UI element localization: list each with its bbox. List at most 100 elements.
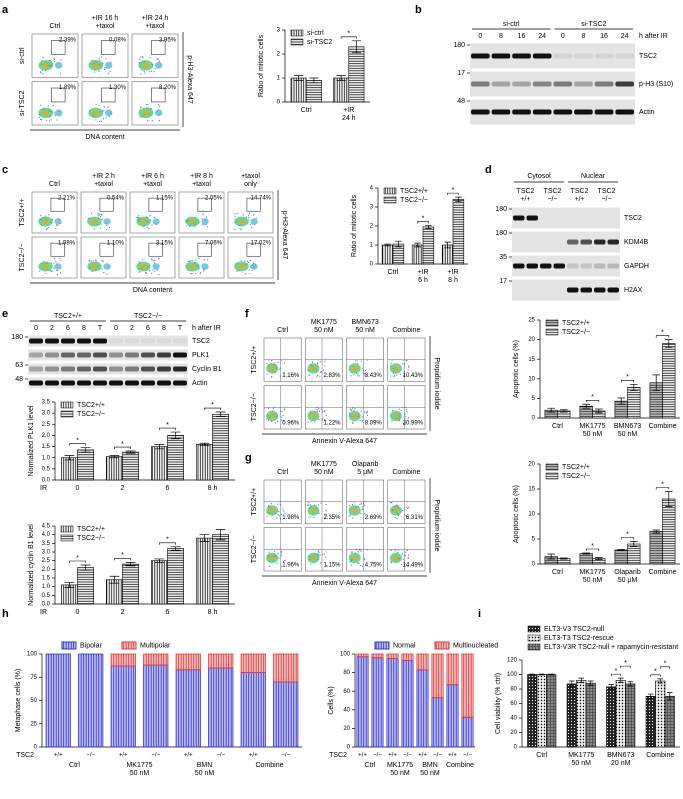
event-dot [398,408,400,410]
event-dot [253,214,255,216]
event-dot [60,259,62,261]
event-dot [45,228,48,230]
bar-segment [431,697,444,748]
mw-label: 35 [499,254,507,261]
bar [649,531,663,565]
event-dot [48,226,50,229]
plot-frame [227,236,274,279]
y-tick-label: 0 [34,745,38,751]
event-dot [282,508,284,510]
band [141,380,155,386]
event-dot [270,503,273,505]
density [143,110,149,115]
x-tick-label: 50 nM [618,431,638,438]
bar-label: −/− [281,753,290,759]
gate-percent: 2.83% [323,373,341,379]
error-bar [665,491,673,507]
band [77,366,91,372]
x-tick-label: 2 [121,609,125,616]
event-dot [307,501,310,503]
band [607,263,619,269]
x-tick-label: 6 h [418,277,428,284]
event-dot [56,269,59,272]
event-dot [40,72,42,74]
x-tick-label: 6 [166,485,170,492]
legend-swatch [60,525,74,533]
event-dot [199,272,202,274]
band [471,53,490,59]
event-dot [93,71,95,73]
band [567,263,579,269]
density [250,263,258,270]
subgroup-label: −/− [601,196,611,203]
event-dot [154,259,156,262]
event-dot [317,550,319,552]
density [393,413,399,419]
mw-label: 63 [15,362,23,369]
gate [264,385,302,429]
group-label: Combine [255,762,283,769]
event-dot [364,513,366,515]
event-dot [95,103,97,106]
flow-plot [387,337,426,382]
error-bar [548,673,555,676]
event-dot [349,505,351,507]
band [527,288,539,293]
event-dot [98,104,100,107]
gate [51,40,66,55]
x-tick-label: MK1775 [579,423,605,430]
event-dot [366,410,368,413]
event-dot [323,553,325,555]
event-dot [188,260,191,262]
gate-percent: 7.06% [205,241,223,247]
bar [615,679,626,748]
significance: * [76,438,79,445]
event-dot [49,270,51,272]
lane-label: 0 [561,33,565,40]
y-tick-label: 40 [510,716,517,722]
band [513,263,525,269]
significance-bracket [655,335,670,338]
event-dot [284,362,286,364]
bar [151,560,168,605]
event-dot [157,58,159,60]
flow-plot [227,236,274,279]
event-dot [360,410,362,412]
row-label: TSC2−/− [251,393,258,421]
bar-label: −/− [433,753,442,759]
density [55,61,63,69]
event-dot [154,270,156,273]
event-dot [407,554,410,556]
event-dot [323,410,326,413]
event-dot [366,412,368,414]
lane-label: T [98,325,103,332]
flow-plot [305,337,343,382]
event-dot [361,421,363,423]
density [269,366,275,371]
plot-frame [81,81,129,126]
flow-plot [178,236,225,279]
event-dot [272,408,274,410]
group-label: MK1775 [387,762,413,769]
error-bar [538,673,545,676]
event-dot [322,411,324,413]
x-prefix: IR [40,609,47,616]
density [140,219,147,224]
group-label: TSC2+/+ [54,313,82,320]
column-header: +taxol [94,181,113,188]
gate-percent: 3.95% [159,38,177,44]
event-dot [106,225,108,227]
gate-percent: 1.30% [109,85,127,91]
event-dot [139,116,141,118]
bar-segment [45,653,71,748]
error-bar [652,374,660,391]
error-bar [425,225,432,229]
y-tick-label: 0.5 [42,466,51,472]
plot-frame [131,81,179,126]
bar-segment [461,653,474,718]
gate-percent: 0.08% [109,38,127,44]
bar-label: +/+ [249,753,258,759]
event-dot [276,562,278,564]
flow-plot [129,236,176,279]
event-dot [103,67,106,69]
